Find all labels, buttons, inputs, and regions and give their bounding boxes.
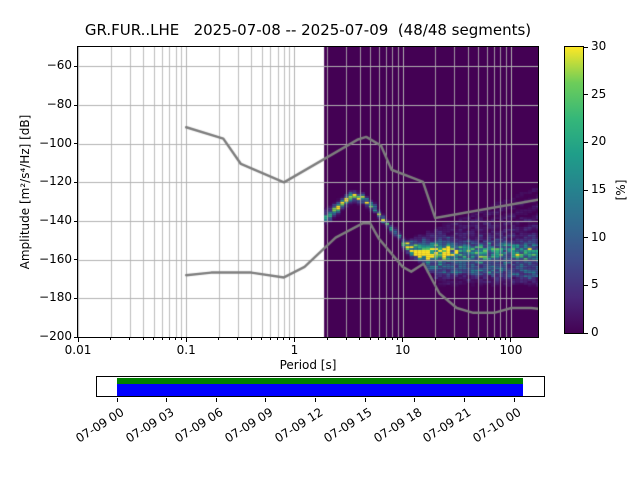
x-minor-tick bbox=[326, 338, 328, 340]
colorbar-gradient bbox=[565, 47, 583, 333]
y-major-tick bbox=[73, 104, 78, 106]
timeline-tick bbox=[315, 398, 316, 402]
x-major-tick bbox=[402, 338, 404, 342]
x-minor-tick bbox=[250, 338, 252, 340]
x-minor-tick bbox=[161, 338, 163, 340]
x-minor-tick bbox=[493, 338, 495, 340]
timeline-tick bbox=[116, 398, 118, 402]
x-minor-tick bbox=[345, 338, 347, 340]
x-minor-tick bbox=[505, 338, 507, 340]
x-major-tick bbox=[293, 338, 295, 342]
y-major-tick bbox=[73, 220, 78, 222]
x-minor-tick bbox=[168, 338, 170, 340]
x-major-tick bbox=[77, 338, 79, 342]
y-major-tick bbox=[73, 181, 78, 183]
timeline-tick bbox=[215, 398, 217, 402]
colorbar-tick-label: 15 bbox=[591, 182, 607, 196]
x-minor-tick bbox=[391, 338, 393, 340]
x-minor-tick bbox=[369, 338, 371, 340]
timeline-tick bbox=[166, 398, 168, 402]
colorbar bbox=[564, 46, 584, 334]
x-minor-tick bbox=[385, 338, 387, 340]
x-major-tick bbox=[510, 338, 512, 342]
x-minor-tick bbox=[261, 338, 263, 340]
x-tick-label: 0.01 bbox=[64, 343, 92, 357]
y-major-tick bbox=[73, 143, 78, 145]
x-minor-tick bbox=[218, 338, 220, 340]
x-minor-tick bbox=[277, 338, 279, 340]
timeline-tick bbox=[513, 398, 515, 402]
x-minor-tick bbox=[359, 338, 361, 340]
x-minor-tick bbox=[434, 338, 436, 340]
colorbar-tick-label: 5 bbox=[591, 277, 599, 292]
y-tick-label: −200 bbox=[39, 329, 72, 343]
colorbar-tick bbox=[584, 332, 588, 334]
y-major-tick bbox=[73, 65, 78, 67]
x-minor-tick bbox=[288, 338, 290, 340]
x-minor-tick bbox=[486, 338, 488, 340]
x-minor-tick bbox=[499, 338, 501, 340]
timeline-used-bar bbox=[117, 378, 523, 384]
y-tick-label: −180 bbox=[39, 290, 72, 305]
x-minor-tick bbox=[237, 338, 239, 340]
x-minor-tick bbox=[129, 338, 131, 340]
x-minor-tick bbox=[378, 338, 380, 340]
colorbar-tick bbox=[584, 94, 588, 96]
timeline-tick bbox=[265, 398, 267, 402]
y-tick-label: −100 bbox=[39, 135, 72, 150]
x-tick-label: 100 bbox=[499, 343, 523, 357]
y-major-tick bbox=[73, 336, 78, 338]
y-tick-label: −60 bbox=[46, 58, 72, 73]
timeline-tick bbox=[364, 398, 366, 402]
y-tick-label: −140 bbox=[39, 213, 72, 227]
x-minor-tick bbox=[467, 338, 469, 340]
timeline-tick bbox=[463, 398, 465, 402]
colorbar-tick bbox=[584, 189, 588, 191]
colorbar-tick bbox=[584, 141, 588, 143]
x-tick-label: 10 bbox=[395, 343, 411, 357]
y-tick-label: −80 bbox=[46, 97, 72, 111]
colorbar-label: [%] bbox=[614, 179, 628, 201]
plot-area bbox=[77, 46, 539, 338]
x-minor-tick bbox=[397, 338, 399, 340]
x-minor-tick bbox=[110, 338, 112, 340]
y-tick-label: −120 bbox=[39, 174, 72, 189]
figure-title: GR.FUR..LHE 2025-07-08 -- 2025-07-09 (48… bbox=[84, 21, 532, 39]
x-minor-tick bbox=[175, 338, 177, 340]
data-coverage-timeline bbox=[96, 376, 545, 397]
timeline-coverage-bar bbox=[117, 384, 523, 396]
colorbar-tick bbox=[584, 284, 588, 286]
colorbar-tick bbox=[584, 237, 588, 239]
x-minor-tick bbox=[142, 338, 144, 340]
x-minor-tick bbox=[153, 338, 155, 340]
x-minor-tick bbox=[180, 338, 182, 340]
x-axis-label: Period [s] bbox=[279, 358, 337, 372]
colorbar-tick-label: 20 bbox=[591, 134, 607, 149]
ppsd-heatmap-canvas bbox=[78, 47, 538, 337]
colorbar-tick-label: 30 bbox=[591, 39, 607, 53]
x-major-tick bbox=[185, 338, 187, 342]
y-major-tick bbox=[73, 297, 78, 299]
y-major-tick bbox=[73, 259, 78, 261]
x-minor-tick bbox=[477, 338, 479, 340]
x-minor-tick bbox=[283, 338, 285, 340]
colorbar-tick-label: 25 bbox=[591, 86, 607, 101]
x-tick-label: 0.1 bbox=[176, 343, 196, 357]
colorbar-tick bbox=[584, 46, 588, 48]
x-minor-tick bbox=[269, 338, 271, 340]
colorbar-tick-label: 0 bbox=[591, 325, 599, 339]
y-tick-label: −160 bbox=[39, 251, 72, 266]
x-tick-label: 1 bbox=[290, 343, 299, 357]
x-minor-tick bbox=[453, 338, 455, 340]
timeline-tick bbox=[414, 398, 416, 402]
colorbar-tick-label: 10 bbox=[591, 229, 607, 244]
